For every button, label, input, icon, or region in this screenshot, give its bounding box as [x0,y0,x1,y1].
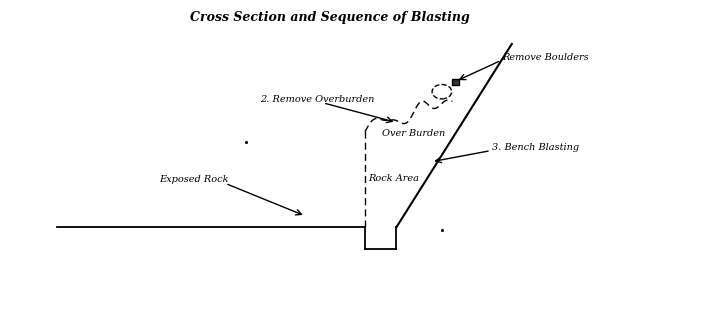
Text: Cross Section and Sequence of Blasting: Cross Section and Sequence of Blasting [190,11,470,24]
Text: Exposed Rock: Exposed Rock [159,175,228,184]
Text: Over Burden: Over Burden [383,129,446,138]
Text: 3. Bench Blasting: 3. Bench Blasting [492,144,579,152]
Bar [452,79,459,85]
Text: 2. Remove Overburden: 2. Remove Overburden [260,95,374,104]
Text: Remove Boulders: Remove Boulders [502,52,589,61]
Text: Rock Area: Rock Area [369,174,420,182]
